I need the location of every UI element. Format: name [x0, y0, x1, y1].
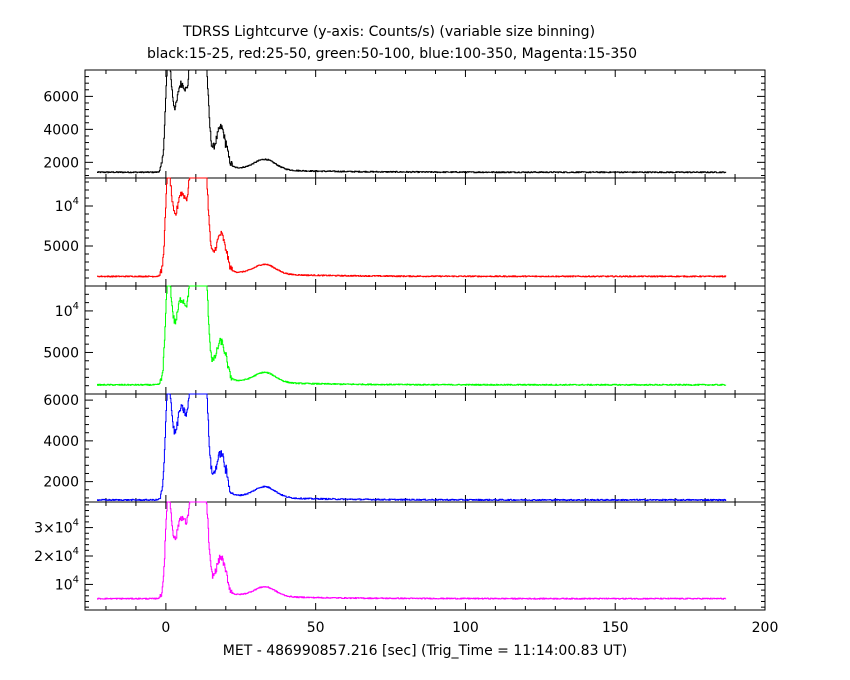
y-tick-label: 5000 [43, 239, 79, 255]
panel-50-100: 5000 104 [43, 285, 766, 395]
y-tick-label: 2×104 [34, 546, 79, 565]
series-15-350-line [97, 501, 727, 600]
series-100-350-line [97, 393, 727, 502]
y-tick-label: 4000 [43, 122, 79, 138]
chart-subtitle: black:15-25, red:25-50, green:50-100, bl… [147, 46, 637, 62]
y-tick-label: 6000 [43, 393, 79, 409]
panel-frame [84, 69, 766, 179]
y-tick-label: 104 [55, 301, 79, 320]
panel-100-350: 2000 4000 6000 [43, 393, 766, 503]
y-tick-label: 6000 [43, 89, 79, 105]
x-tick-label: 50 [307, 620, 325, 636]
y-tick-label: 2000 [43, 475, 79, 491]
series-15-25-line [97, 69, 727, 174]
x-tick-label: 200 [752, 620, 779, 636]
panel-15-350: 104 2×104 3×104 [34, 501, 766, 611]
y-tick-label: 5000 [43, 345, 79, 361]
y-tick-label: 2000 [43, 155, 79, 171]
x-tick-label: 100 [452, 620, 479, 636]
chart-title: TDRSS Lightcurve (y-axis: Counts/s) (var… [182, 24, 595, 40]
panel-15-25: 2000 4000 6000 [43, 69, 766, 179]
x-tick-label: 150 [602, 620, 629, 636]
series-50-100-line [97, 285, 727, 386]
y-tick-label: 104 [55, 196, 79, 215]
x-tick-label: 0 [161, 620, 170, 636]
y-tick-label: 4000 [43, 434, 79, 450]
x-axis-label: MET - 486990857.216 [sec] (Trig_Time = 1… [223, 643, 627, 659]
series-25-50-line [97, 177, 727, 278]
y-tick-label: 104 [55, 574, 79, 593]
y-tick-label: 3×104 [34, 518, 79, 537]
panel-frame [84, 177, 766, 287]
panels: 2000 4000 6000 5000 104 5000 104 2000 4000 6000 10… [34, 69, 766, 611]
x-axis-ticks: 0 50 100 150 200 [161, 620, 778, 636]
panel-25-50: 5000 104 [43, 177, 766, 287]
